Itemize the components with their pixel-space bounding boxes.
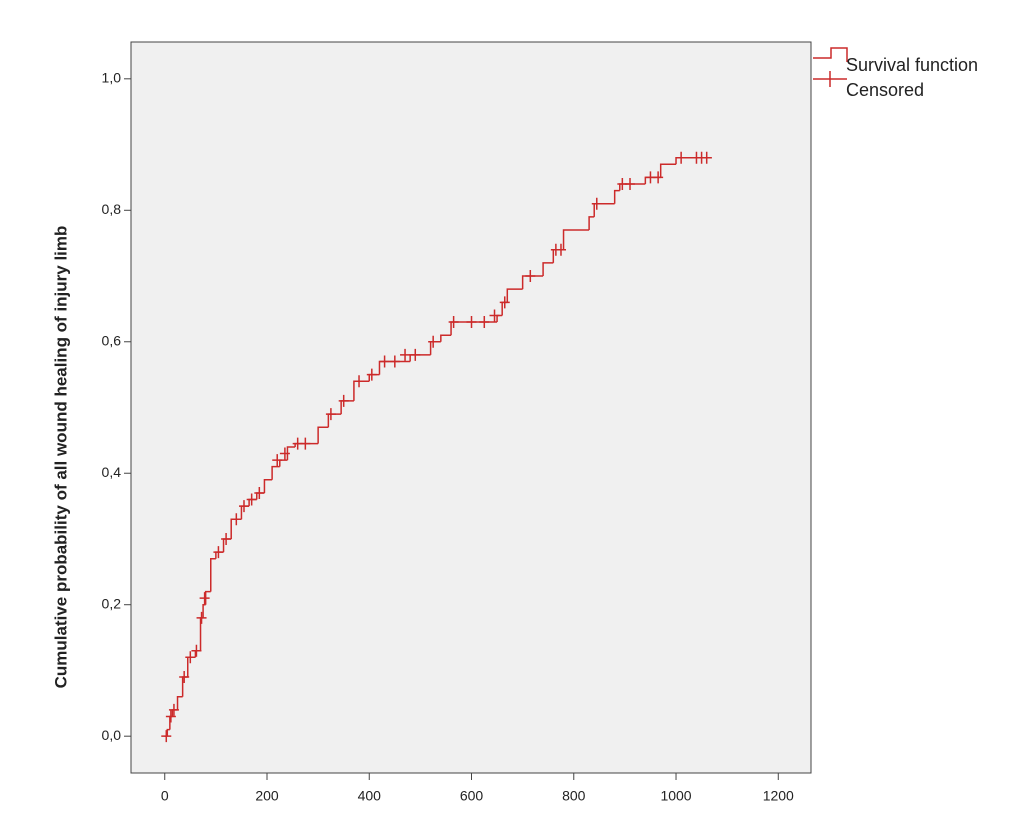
censored-marker [272, 454, 283, 467]
step-segment [286, 446, 296, 461]
step-segment [204, 590, 211, 605]
censored-marker [466, 316, 477, 329]
censored-marker [185, 651, 196, 664]
step-segment [317, 426, 329, 444]
censored-marker [448, 316, 459, 329]
step-segment [542, 262, 554, 277]
censored-marker [676, 151, 687, 164]
x-tick-label: 1200 [763, 788, 794, 804]
x-tick-label: 1000 [660, 788, 691, 804]
censored-marker [653, 171, 664, 184]
censored-marker [479, 316, 490, 329]
step-segment [562, 229, 590, 250]
y-axis-title: Cumulative probability of all wound heal… [51, 226, 70, 689]
censored-marker [389, 355, 400, 368]
legend-label: Censored [846, 80, 924, 100]
censored-marker [525, 270, 536, 283]
censored-marker [161, 730, 172, 743]
x-tick-label: 800 [562, 788, 586, 804]
step-segment [588, 216, 595, 231]
legend-icon [813, 71, 847, 87]
censored-marker [354, 375, 365, 388]
censored-marker [231, 513, 242, 526]
censored-marker [555, 243, 566, 256]
censored-marker [379, 355, 390, 368]
step-segment [263, 479, 273, 493]
step-segment [409, 354, 431, 362]
censored-marker [701, 151, 712, 164]
step-segment [176, 695, 183, 710]
censored-marker [213, 546, 224, 559]
censored-marker [325, 408, 336, 421]
censored-marker [238, 500, 249, 513]
censored-marker [165, 710, 176, 723]
censored-marker [428, 335, 439, 348]
censored-marker [254, 486, 265, 499]
censored-marker [246, 493, 257, 506]
censored-marker [168, 703, 179, 716]
y-tick-label: 0,2 [102, 595, 122, 611]
step-segment [440, 334, 452, 342]
legend-icon [813, 47, 848, 62]
censored-marker [499, 296, 510, 309]
censored-marker [221, 532, 232, 545]
plot-area [130, 41, 812, 774]
legend-label: Survival function [846, 55, 978, 75]
step-segment [521, 275, 544, 290]
censored-marker [625, 177, 636, 190]
y-tick-label: 0,4 [102, 464, 122, 480]
y-tick-label: 0,6 [102, 332, 122, 348]
censored-marker [191, 644, 202, 657]
censored-marker [300, 437, 311, 450]
step-segment [271, 465, 280, 480]
step-segment [378, 360, 411, 375]
censored-marker [338, 394, 349, 407]
censored-marker [366, 368, 377, 381]
step-segment [210, 557, 216, 592]
step-segment [353, 380, 370, 401]
censored-marker [179, 671, 190, 684]
censored-marker [489, 309, 500, 322]
y-tick-label: 1,0 [102, 70, 122, 86]
step-segment [659, 163, 677, 178]
x-tick-label: 400 [358, 788, 382, 804]
censored-marker [199, 592, 210, 605]
censored-marker [279, 447, 290, 460]
step-segment [166, 728, 170, 737]
y-tick-label: 0,0 [102, 727, 122, 743]
y-tick-label: 0,8 [102, 201, 122, 217]
censored-marker [591, 197, 602, 210]
censored-marker [400, 348, 411, 361]
x-tick-label: 0 [161, 788, 169, 804]
censored-marker [196, 611, 207, 624]
step-segment [202, 603, 206, 618]
x-tick-label: 600 [460, 788, 484, 804]
x-tick-label: 200 [255, 788, 279, 804]
step-segment [613, 189, 620, 204]
step-segment [506, 288, 523, 303]
censored-marker [410, 348, 421, 361]
